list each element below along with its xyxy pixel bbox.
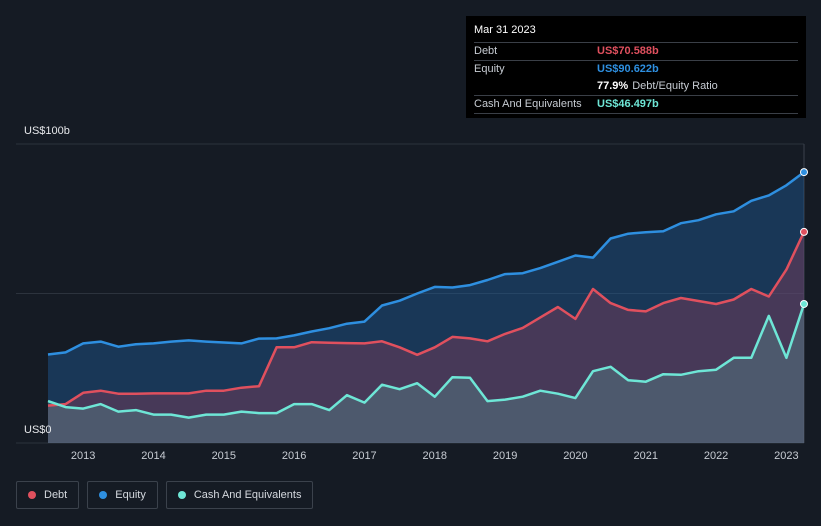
tooltip-ratio-value: 77.9% [597,80,629,92]
cash-and-equivalents-line [47,303,806,419]
legend-item-equity[interactable]: Equity [87,481,158,509]
equity-line [47,171,805,356]
debt-line [47,231,806,407]
legend-item-cash[interactable]: Cash And Equivalents [165,481,314,509]
equity-dot-icon [99,491,108,499]
tooltip-debt-label: Debt [474,45,498,57]
x-tick-2018: 2018 [422,450,448,462]
debt-dot-icon [28,491,36,499]
debt-area [48,231,804,443]
tooltip-debt-value: US$70.588b [597,45,659,57]
legend-cash-label: Cash And Equivalents [193,489,302,501]
tooltip-ratio-spacer [474,78,597,95]
series-areas [48,172,804,443]
tooltip-equity-row: Equity US$90.622b [474,61,798,78]
x-tick-2013: 2013 [70,450,96,462]
tooltip-equity-value: US$90.622b [597,63,659,75]
debt-end-point [800,227,808,236]
legend-debt-label: Debt [44,489,68,501]
y-axis-top-label: US$100b [24,125,70,137]
tooltip-cash-label: Cash And Equivalents [474,98,582,110]
x-tick-2022: 2022 [703,450,729,462]
legend-item-debt[interactable]: Debt [16,481,80,509]
tooltip-equity-label: Equity [474,63,505,75]
x-tick-2023: 2023 [774,450,799,462]
cash-and-equivalents-area [48,304,804,443]
x-tick-2014: 2014 [141,450,166,462]
equity-end-point [800,168,808,177]
x-tick-2016: 2016 [281,450,307,462]
legend: Debt Equity Cash And Equivalents [16,481,314,509]
x-tick-2021: 2021 [633,450,658,462]
tooltip-ratio-row: 77.9% Debt/Equity Ratio [474,78,798,96]
y-axis-bottom-label: US$0 [24,424,52,436]
tooltip-date: Mar 31 2023 [474,22,798,43]
x-tick-2020: 2020 [563,450,588,462]
cash-dot-icon [177,491,186,499]
x-tick-2017: 2017 [352,450,377,462]
tooltip-cash-value: US$46.497b [597,98,659,110]
equity-area [48,172,804,443]
legend-equity-label: Equity [115,489,146,501]
cash-and-equivalents-end-point [800,299,808,308]
tooltip-cash-row: Cash And Equivalents US$46.497b [474,96,798,114]
end-markers [800,168,808,308]
tooltip-ratio-label: Debt/Equity Ratio [632,80,718,92]
x-tick-2015: 2015 [211,450,237,462]
grid-lines [16,143,805,444]
x-tick-2019: 2019 [492,450,518,462]
data-tooltip: Mar 31 2023 Debt US$70.588b Equity US$90… [466,16,806,118]
tooltip-debt-row: Debt US$70.588b [474,43,798,61]
series-lines [47,171,806,419]
